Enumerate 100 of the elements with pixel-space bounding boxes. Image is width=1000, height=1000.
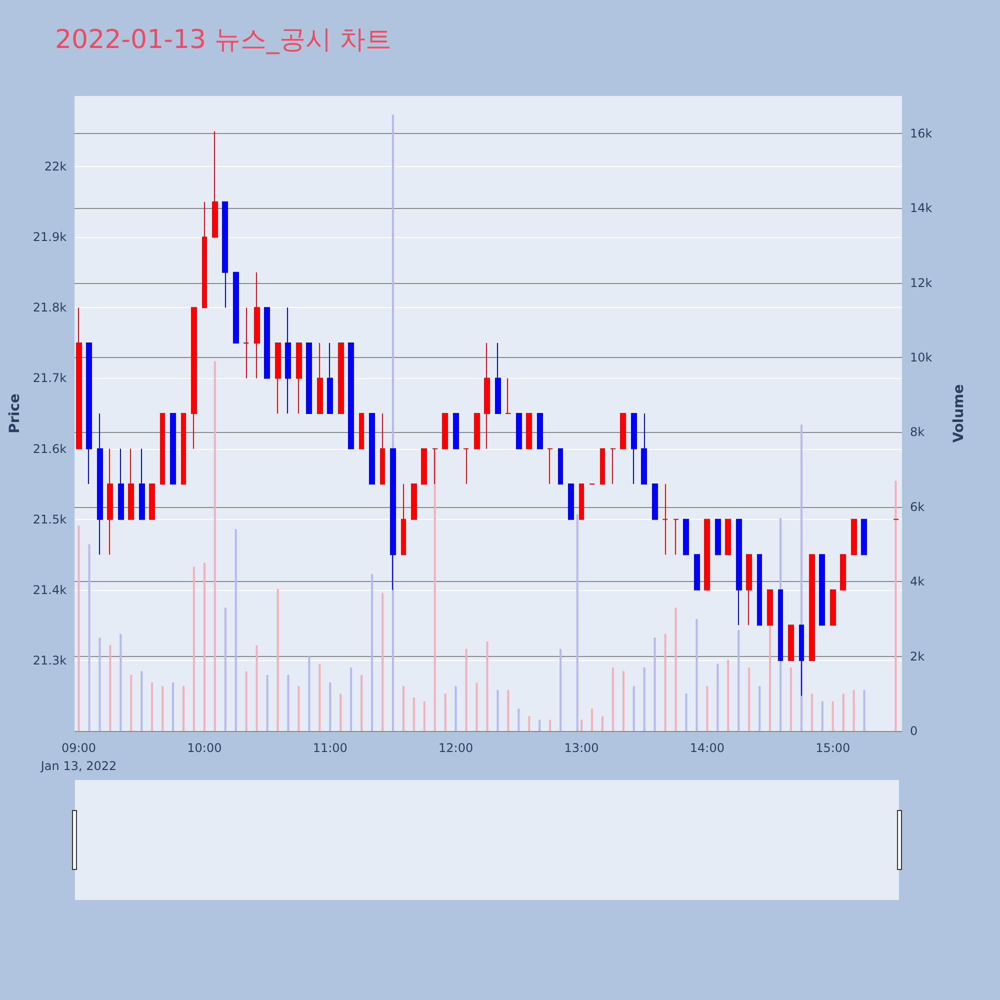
candlestick: [610, 448, 616, 485]
bar: [685, 694, 688, 731]
bar: [601, 716, 604, 731]
x-tick-label: 10:00: [187, 741, 222, 755]
candlestick: [641, 413, 647, 485]
y-tick-label: 21.6k: [32, 442, 67, 456]
bar: [842, 694, 844, 731]
y-tick-label: 21.4k: [32, 582, 67, 597]
candlestick: [537, 413, 543, 450]
bar: [538, 720, 541, 731]
x-tick-label: 11:00: [312, 741, 348, 755]
candlestick: [264, 307, 270, 379]
candlestick: [620, 413, 626, 450]
bar: [402, 686, 404, 731]
candlestick: [861, 518, 867, 556]
bar: [234, 529, 237, 731]
candlestick: [694, 554, 700, 590]
bar: [371, 574, 374, 731]
bar: [465, 648, 468, 731]
candlestick: [736, 518, 742, 626]
candlestick: [526, 413, 532, 450]
bar: [192, 566, 195, 731]
candlestick: [505, 378, 511, 414]
candlestick: [306, 342, 312, 414]
y2-axis-title: Volume: [951, 384, 967, 443]
candlestick: [421, 448, 427, 485]
candlestick: [819, 554, 825, 626]
y2-tick-label: 0: [910, 724, 918, 738]
candlestick: [401, 484, 406, 556]
bar: [308, 656, 310, 731]
bar: [382, 592, 384, 731]
y-axis-title: Price: [7, 394, 23, 434]
bar: [350, 668, 352, 731]
y2-tick-label: 6k: [910, 500, 925, 514]
candlestick: [76, 307, 82, 450]
candlestick: [683, 518, 689, 556]
bar: [518, 708, 520, 731]
candlestick: [390, 448, 396, 590]
bar: [256, 645, 258, 731]
candlestick: [317, 342, 323, 414]
candlestick: [453, 413, 459, 450]
bar: [664, 634, 666, 731]
bar: [360, 674, 363, 731]
y2-tick-label: 16k: [910, 126, 932, 140]
bar: [476, 682, 478, 731]
candlestick: [673, 518, 679, 556]
bar: [88, 544, 90, 731]
x-tick-label: 14:00: [690, 741, 724, 755]
y-tick-label: 21.8k: [32, 300, 67, 315]
candlestick: [600, 448, 605, 485]
candlestick: [495, 342, 501, 414]
bar: [412, 697, 415, 731]
candlestick: [704, 518, 710, 590]
candlestick: [442, 413, 448, 450]
bar: [454, 686, 457, 731]
candlestick: [725, 518, 731, 556]
y-tick-label: 22k: [44, 160, 67, 174]
y2-tick-label: 12k: [910, 276, 932, 290]
bar: [130, 674, 132, 731]
bar: [852, 690, 855, 731]
y-tick-label: 21.5k: [32, 512, 67, 526]
bar: [528, 716, 530, 731]
bar: [318, 664, 321, 731]
bar: [654, 638, 656, 731]
bar: [758, 686, 761, 731]
bar: [276, 589, 279, 731]
bar: [287, 674, 290, 731]
candlestick: [338, 342, 344, 414]
candlestick: [86, 342, 92, 485]
x-tick-label: 13:00: [564, 741, 599, 755]
bar: [98, 638, 101, 731]
candlestick: [107, 448, 113, 556]
bar: [340, 694, 342, 731]
candlestick: [474, 413, 480, 450]
bar: [738, 630, 740, 731]
candlestick: [181, 413, 186, 485]
candlestick: [809, 554, 815, 661]
bar: [329, 682, 332, 731]
candlestick: [254, 272, 260, 379]
candlestick: [652, 484, 658, 520]
bar: [496, 690, 499, 731]
bar: [716, 664, 719, 731]
bar: [182, 686, 184, 731]
bar: [632, 686, 635, 731]
bar: [790, 668, 792, 731]
candlestick: [579, 484, 584, 520]
candlestick: [275, 342, 281, 414]
bar: [120, 634, 122, 731]
chart-title: 2022-01-13 뉴스_공시 차트: [55, 25, 392, 55]
bar: [162, 686, 164, 731]
y2-tick-label: 4k: [910, 574, 925, 589]
bar: [748, 668, 750, 731]
bar: [203, 562, 206, 731]
candlestick: [296, 342, 302, 414]
bar: [810, 694, 813, 731]
bar: [727, 660, 730, 731]
candlestick: [327, 342, 333, 414]
candlestick: [830, 589, 836, 626]
candlestick: [222, 201, 228, 308]
bar: [832, 701, 834, 731]
